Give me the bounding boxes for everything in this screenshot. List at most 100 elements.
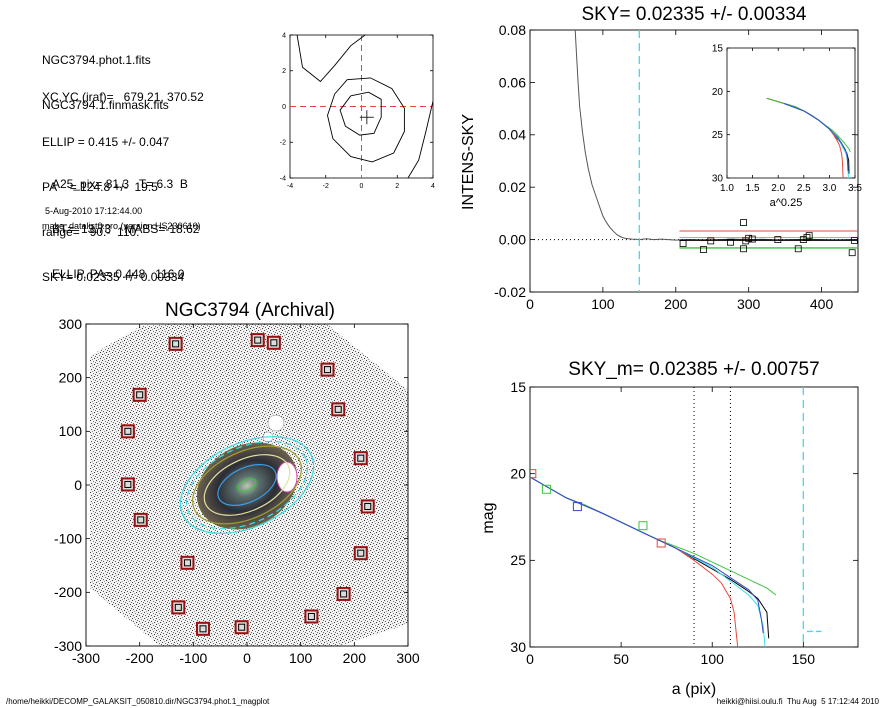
y-tick-label: 200: [59, 370, 83, 386]
param-line: XC,YC (iraf)= 679.21, 370.52: [42, 90, 204, 104]
masked-star-box-inner: [172, 340, 180, 348]
x-tick-label: 0: [526, 296, 534, 312]
x-tick-label: 200: [343, 650, 367, 666]
sky-sample-point: [805, 232, 813, 240]
y-tick-label: 100: [59, 423, 83, 439]
image-title: NGC3794 (Archival): [165, 300, 335, 321]
x-tick-label: 1.5: [746, 183, 760, 194]
masked-star-box: [195, 621, 210, 636]
x-tick-label: -300: [72, 650, 100, 666]
masked-star-box-inner: [199, 625, 207, 633]
x-tick-label: 50: [613, 651, 629, 667]
magnitude-title: SKY_m= 0.02385 +/- 0.00757: [568, 359, 819, 380]
isophote-ellipse: [185, 440, 309, 530]
y-tick-label: 0.08: [499, 22, 526, 38]
contour-panel: -4 -2 0 2 4 -4 -2 0 2 4: [280, 32, 435, 190]
galaxy-stats: A25_pix= 81.3 T= 6.3 B BT= 13.73 MABS=-1…: [52, 147, 199, 297]
x-tick-label: 300: [737, 296, 761, 312]
sky-sample-point: [740, 219, 747, 226]
y-tick-label: 0: [74, 477, 82, 493]
magnitude-marker: [656, 538, 666, 548]
sky-sample-point: [679, 240, 687, 247]
x-tick-label: 300: [396, 650, 420, 666]
magnitude-marker: [638, 521, 648, 531]
param-line: ELLIP = 0.415 +/- 0.047: [42, 135, 170, 149]
contour-line: [407, 100, 433, 178]
intensity-plot: [530, 30, 858, 292]
magnitude-profile-line: [530, 476, 766, 647]
y-tick-label: -2: [280, 140, 286, 147]
masked-star-box-inner: [183, 559, 191, 567]
x-tick-label: 400: [810, 296, 834, 312]
inset-plot: [766, 97, 851, 178]
y-tick-label: 0.04: [499, 127, 526, 143]
magnitude-xlabel: a (pix): [672, 681, 716, 698]
masked-star-box-inner: [124, 427, 132, 435]
isophote-ellipse: [203, 454, 291, 516]
sky-sample-point: [700, 246, 707, 253]
x-tick-label: 2.0: [771, 183, 785, 194]
isophote-ellipse: [179, 436, 315, 534]
isophote-ellipse: [192, 445, 302, 525]
program-version: make_datalist0.pro (version HS230610): [42, 221, 201, 231]
galaxy-body: [196, 442, 298, 530]
magnitude-profile-line: [530, 476, 739, 647]
image-panel: NGC3794 (Archival) -300 -200 -100 0 100 200 30…: [54, 300, 420, 666]
image-overlay: [120, 333, 375, 636]
masked-star-box: [304, 609, 319, 624]
masked-star-box: [120, 424, 135, 439]
magnitude-profile-line: [530, 476, 764, 634]
x-tick-label: -100: [179, 650, 207, 666]
masked-star-box: [353, 546, 368, 561]
y-tick-label: -0.02: [494, 284, 526, 300]
x-tick-label: 0: [526, 651, 534, 667]
y-tick-label: 30: [712, 174, 724, 185]
magnitude-marker: [541, 484, 551, 494]
contour-line: [327, 77, 405, 163]
x-tick-label: 150: [792, 651, 816, 667]
masked-star-box: [320, 362, 335, 377]
masked-star-box-inner: [340, 590, 348, 598]
sky-sample-point: [745, 234, 753, 242]
x-tick-label: 3.0: [822, 183, 836, 194]
run-date: 5-Aug-2010 17:12:44.00: [45, 206, 143, 216]
intensity-panel: SKY= 0.02335 +/- 0.00334 INTENS-SKY 0 100…: [460, 4, 862, 312]
file-names: NGC3794.phot.1.fits NGC3794.1.finmask.fi…: [42, 23, 169, 128]
sky-sample-point: [740, 245, 747, 253]
y-tick-label: -4: [280, 175, 286, 182]
masked-star-box: [353, 451, 368, 466]
y-tick-label: 0.02: [499, 179, 526, 195]
masked-star-box-inner: [136, 391, 144, 399]
inset-xlabel: a^0.25: [770, 197, 803, 209]
magnitude-panel: SKY_m= 0.02385 +/- 0.00757 mag a (pix) 0…: [480, 359, 859, 698]
x-tick-label: -4: [287, 183, 293, 190]
masked-star-box-inner: [324, 366, 331, 374]
inset-profile-line: [783, 103, 849, 172]
param-line: SKY= 0.02335 +/- 0.00334: [42, 270, 185, 284]
magnitude-marker: [572, 502, 582, 512]
masked-star-box-inner: [334, 405, 342, 413]
x-tick-label: 0: [360, 183, 364, 190]
sky-sample-point: [748, 235, 756, 243]
y-tick-label: 4: [282, 32, 286, 39]
sky-sample-point: [850, 236, 858, 244]
y-tick-label: 30: [510, 639, 526, 655]
masked-star-box-inner: [124, 480, 132, 488]
masked-star-box: [331, 402, 346, 417]
sky-sample-point: [794, 245, 802, 253]
y-tick-label: -300: [54, 638, 82, 654]
y-tick-label: -200: [54, 584, 82, 600]
intensity-title: SKY= 0.02335 +/- 0.00334: [581, 4, 806, 25]
masked-star-box: [266, 335, 281, 350]
masked-star-box-inner: [238, 623, 246, 631]
masked-star-box-inner: [174, 603, 182, 611]
inset-panel: 1.0 1.5 2.0 2.5 3.0 3.5 15 20 25 30 a^0.25: [712, 44, 863, 210]
masked-star-box: [180, 555, 195, 570]
magnitude-ticks: 0 50 100 150 15 20 25 30: [510, 379, 858, 667]
masked-star-box-inner: [357, 454, 365, 462]
y-tick-label: 20: [510, 466, 526, 482]
intensity-frame: [529, 29, 859, 293]
masked-star-box-inner: [270, 339, 278, 347]
x-tick-label: -2: [323, 183, 329, 190]
stat-line: ELLIP, PA= 0.448 116.0: [52, 267, 185, 281]
